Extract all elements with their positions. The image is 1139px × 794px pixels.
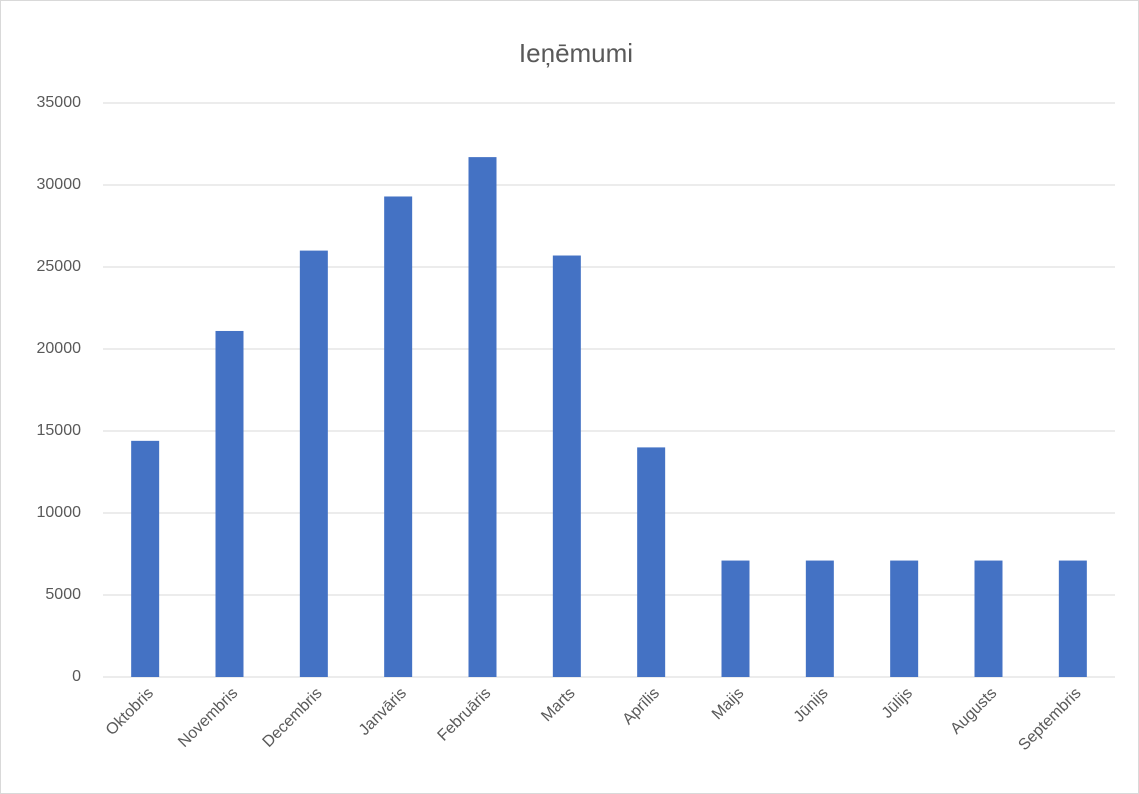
bar — [131, 440, 160, 677]
bar — [721, 560, 750, 677]
bar — [974, 560, 1003, 677]
y-tick-label: 30000 — [37, 176, 82, 193]
y-tick-label: 5000 — [45, 586, 81, 603]
bar — [890, 560, 919, 677]
bar — [552, 255, 581, 677]
bar — [805, 560, 834, 677]
bar — [468, 157, 497, 677]
y-tick-label: 35000 — [37, 94, 82, 111]
bar — [637, 447, 666, 677]
y-tick-label: 10000 — [37, 504, 82, 521]
y-tick-label: 20000 — [37, 340, 82, 357]
bar — [384, 196, 413, 678]
y-tick-label: 25000 — [37, 258, 82, 275]
y-tick-label: 15000 — [37, 422, 82, 439]
bar — [215, 330, 244, 677]
bar — [299, 250, 328, 677]
chart-title: Ieņēmumi — [519, 38, 633, 68]
bar — [1058, 560, 1087, 677]
y-tick-label: 0 — [72, 668, 81, 685]
